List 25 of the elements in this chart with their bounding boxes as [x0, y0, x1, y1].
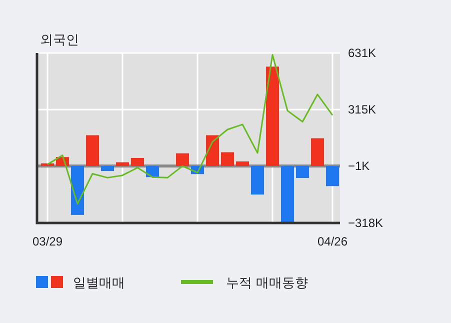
y-tick-label: 315K: [348, 102, 376, 116]
bar: [70, 166, 84, 215]
bar: [266, 66, 280, 166]
bar: [236, 161, 250, 166]
bar: [296, 166, 310, 178]
bar: [116, 162, 130, 166]
bar: [220, 152, 234, 166]
x-tick-label: 04/26: [317, 234, 348, 249]
y-tick-label: −1K: [348, 159, 370, 174]
y-tick-label: −318K: [348, 216, 384, 230]
bar: [310, 138, 324, 166]
legend-label: 일별매매: [73, 276, 125, 291]
bar: [206, 135, 220, 166]
y-tick-label: 631K: [348, 46, 376, 60]
bar: [326, 166, 340, 186]
bar: [86, 135, 100, 166]
bar: [100, 166, 114, 172]
x-tick-label: 03/29: [32, 234, 63, 249]
bar: [280, 166, 294, 222]
line-series: [46, 54, 334, 205]
bar: [176, 153, 190, 166]
chart-title: 외국인: [40, 33, 79, 48]
bar: [250, 166, 264, 195]
bar: [130, 158, 144, 166]
legend-label: 누적 매매동향: [226, 276, 308, 291]
